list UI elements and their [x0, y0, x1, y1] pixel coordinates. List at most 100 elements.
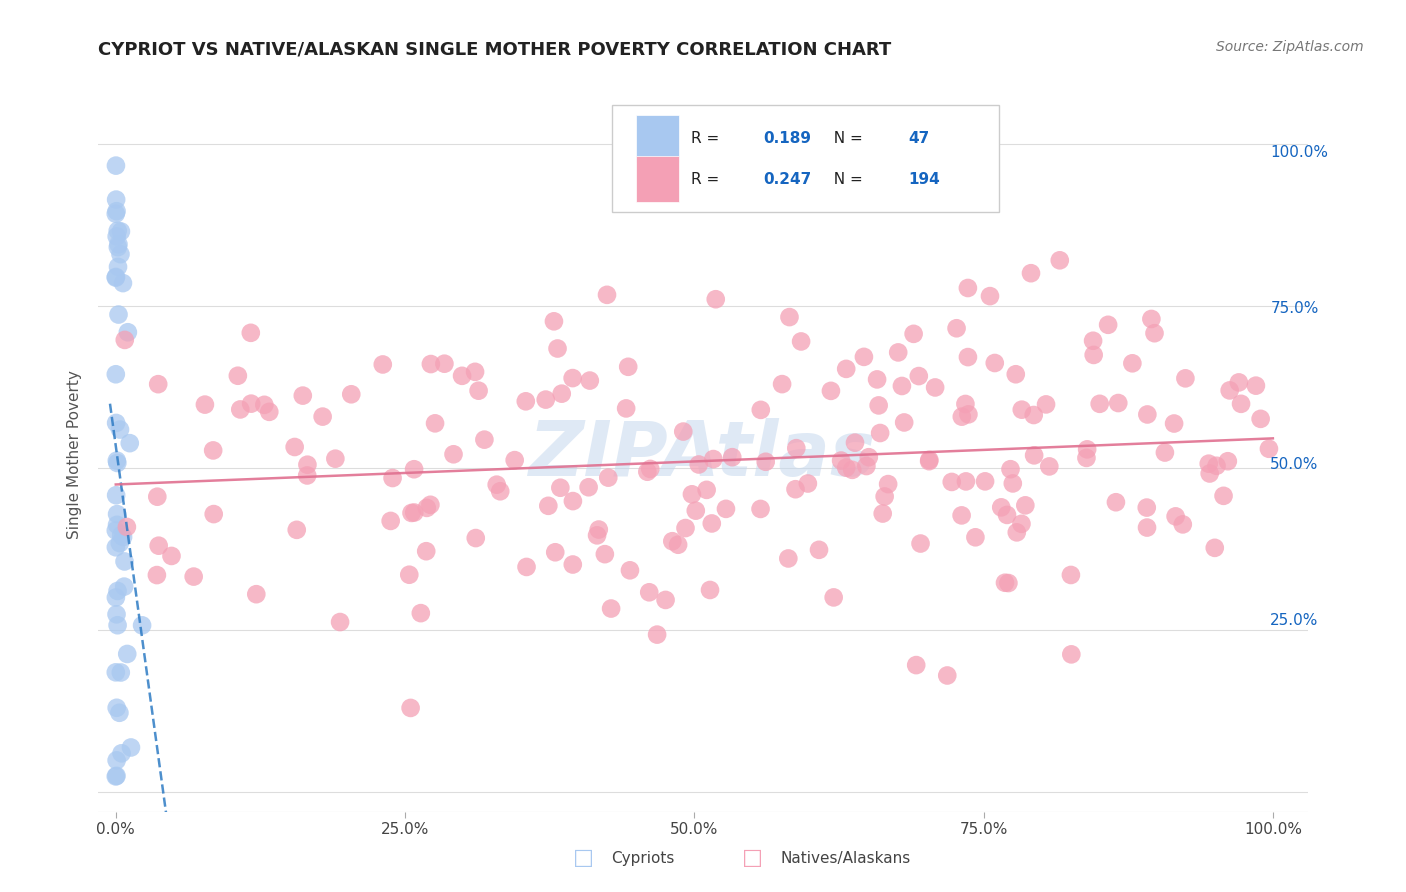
- Point: [889, 377, 911, 392]
- Point: [967, 291, 990, 305]
- Point: [890, 412, 912, 426]
- Point: [866, 371, 889, 385]
- Point: [1109, 404, 1132, 418]
- Point: [420, 356, 443, 370]
- Point: [1166, 451, 1188, 466]
- Point: [314, 395, 336, 409]
- Point: [180, 211, 202, 226]
- Point: [184, 419, 207, 434]
- Point: [876, 471, 898, 485]
- Point: [873, 483, 896, 498]
- Point: [550, 551, 572, 566]
- Point: [382, 604, 405, 618]
- Point: [550, 392, 572, 406]
- Point: [898, 326, 921, 341]
- Point: [1109, 494, 1132, 508]
- Point: [512, 429, 534, 443]
- Point: [834, 449, 856, 463]
- Point: [292, 400, 315, 414]
- Point: [676, 582, 699, 597]
- Point: [269, 439, 291, 453]
- Point: [181, 597, 204, 611]
- Point: [780, 376, 803, 390]
- Point: [260, 395, 283, 409]
- Point: [1208, 376, 1230, 391]
- Point: [901, 646, 924, 660]
- Point: [581, 475, 603, 489]
- Point: [456, 596, 478, 610]
- Text: Source: ZipAtlas.com: Source: ZipAtlas.com: [1216, 40, 1364, 54]
- Point: [942, 407, 965, 421]
- Point: [644, 555, 666, 569]
- Point: [250, 560, 273, 574]
- Point: [793, 476, 815, 491]
- Text: 194: 194: [905, 178, 938, 193]
- Point: [349, 386, 371, 401]
- Point: [703, 497, 725, 511]
- Point: [183, 262, 205, 277]
- Point: [190, 635, 212, 649]
- Point: [464, 356, 486, 370]
- Point: [1135, 502, 1157, 516]
- Point: [914, 448, 936, 462]
- Point: [1184, 381, 1206, 395]
- Text: 0.189: 0.189: [775, 138, 823, 153]
- Point: [1007, 405, 1029, 419]
- Point: [492, 368, 515, 382]
- Point: [186, 520, 208, 534]
- Point: [181, 738, 204, 752]
- Point: [353, 453, 375, 467]
- Point: [1114, 312, 1136, 326]
- Point: [997, 509, 1019, 524]
- Point: [1018, 394, 1040, 409]
- Point: [1144, 369, 1167, 384]
- Point: [623, 289, 645, 303]
- Point: [307, 577, 329, 591]
- Point: [963, 469, 986, 483]
- Point: [569, 492, 592, 507]
- Text: N =: N =: [830, 178, 873, 193]
- Point: [872, 500, 894, 514]
- Point: [693, 514, 716, 528]
- Point: [183, 309, 205, 323]
- Text: ZIPAtlas: ZIPAtlas: [547, 414, 894, 487]
- Point: [180, 197, 202, 211]
- Point: [1194, 394, 1216, 409]
- Point: [218, 376, 240, 390]
- Point: [218, 483, 240, 498]
- Point: [184, 250, 207, 264]
- Point: [180, 273, 202, 287]
- Point: [699, 481, 721, 495]
- Point: [948, 283, 970, 297]
- Point: [716, 574, 738, 588]
- Point: [181, 227, 204, 242]
- Point: [904, 368, 927, 382]
- Point: [1005, 268, 1028, 283]
- Point: [231, 541, 253, 555]
- Point: [614, 521, 637, 535]
- Point: [180, 483, 202, 497]
- Point: [180, 272, 202, 286]
- Point: [1178, 483, 1201, 497]
- Point: [184, 228, 207, 243]
- Point: [1084, 393, 1107, 408]
- Point: [793, 437, 815, 451]
- Point: [190, 513, 212, 527]
- Point: [735, 445, 758, 459]
- Point: [621, 539, 644, 553]
- Point: [912, 450, 935, 464]
- Point: [856, 454, 879, 468]
- Point: [392, 385, 415, 400]
- Y-axis label: Single Mother Poverty: Single Mother Poverty: [67, 366, 83, 535]
- Point: [1062, 334, 1084, 348]
- Point: [449, 457, 471, 471]
- Point: [846, 432, 869, 446]
- Point: [219, 531, 242, 545]
- Point: [186, 731, 208, 745]
- Point: [449, 499, 471, 513]
- Point: [592, 549, 614, 563]
- Point: [730, 495, 752, 509]
- FancyBboxPatch shape: [661, 123, 699, 168]
- Point: [1097, 355, 1119, 369]
- Point: [378, 447, 401, 461]
